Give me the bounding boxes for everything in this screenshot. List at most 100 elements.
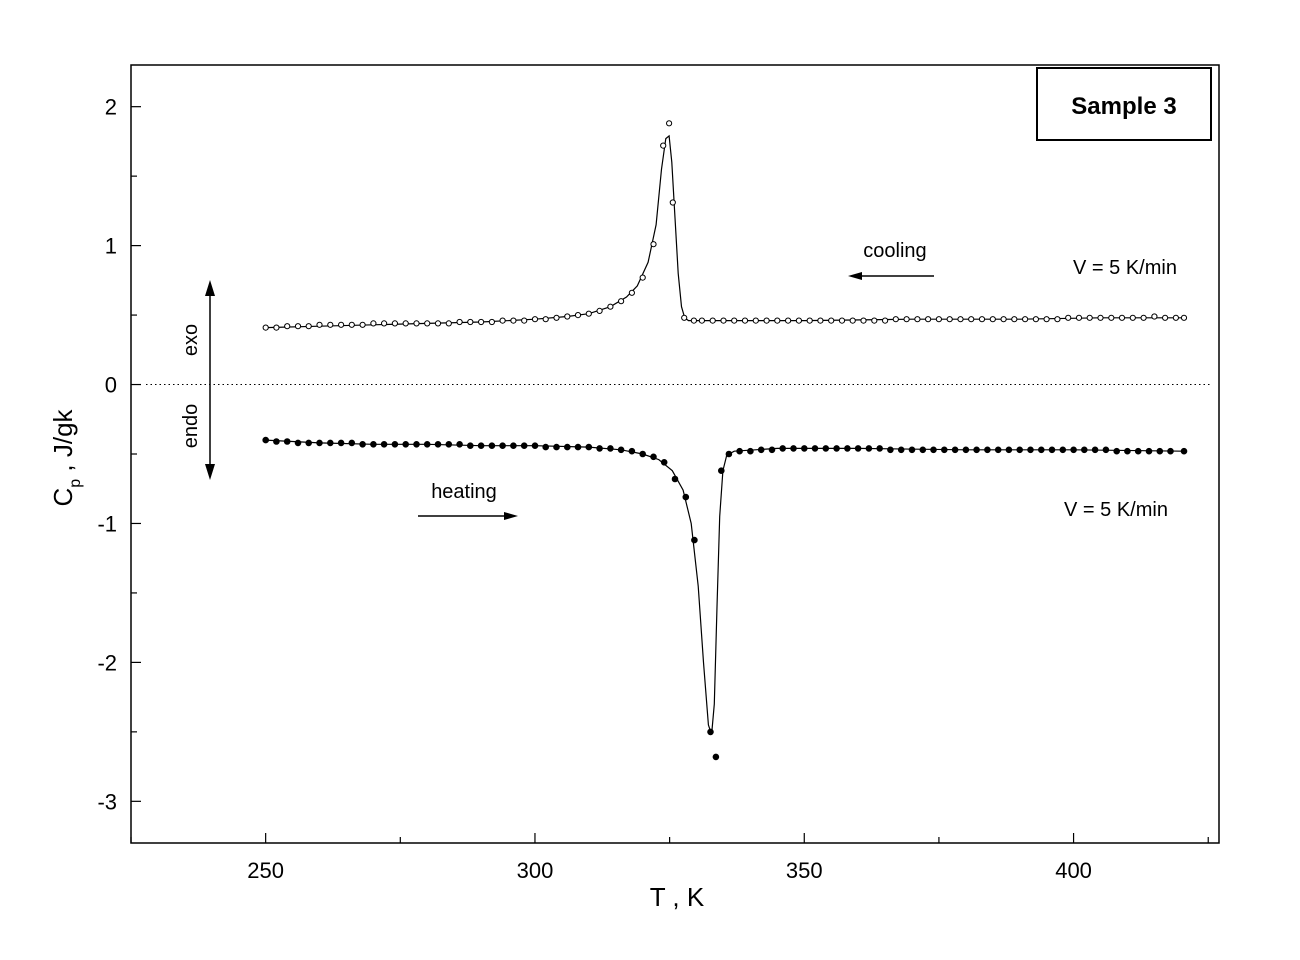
cooling-data-point	[1022, 316, 1029, 323]
heating-data-point	[1091, 446, 1099, 454]
cooling-data-point	[871, 317, 878, 324]
cooling-data-point	[284, 323, 291, 330]
cooling-data-point	[1043, 316, 1050, 323]
heating-data-point	[370, 441, 377, 448]
heating-data-point	[994, 446, 1002, 454]
cooling-data-point	[828, 317, 835, 324]
heating-data-point	[1156, 447, 1164, 455]
heating-data-point	[456, 441, 463, 448]
heating-data-point	[564, 443, 571, 451]
y-tick-label: -3	[97, 789, 117, 814]
cooling-data-point	[607, 303, 614, 310]
cooling-data-point	[849, 317, 856, 324]
y-tick-label: 2	[105, 95, 117, 120]
heating-data-point	[574, 443, 582, 451]
cooling-data-point	[1172, 314, 1180, 321]
cooling-data-point	[709, 317, 716, 324]
cooling-data-point	[1140, 314, 1147, 321]
cooling-data-point	[348, 321, 355, 328]
cooling-data-point	[338, 321, 345, 328]
cooling-data-point	[628, 289, 636, 296]
heating-data-point	[413, 441, 420, 448]
heating-data-point	[283, 438, 291, 445]
heating-data-point	[294, 439, 302, 447]
x-tick-label: 400	[1055, 858, 1092, 883]
cooling-data-point	[359, 321, 366, 328]
y-axis-title-main: C	[48, 488, 78, 507]
heating-data-point	[1027, 446, 1034, 454]
heating-data-point	[1145, 447, 1153, 455]
heating-data-point	[844, 445, 851, 452]
heating-data-point	[391, 441, 399, 448]
cooling-data-point	[510, 317, 517, 324]
cooling-data-point	[817, 317, 824, 324]
cooling-data-point	[1108, 314, 1115, 321]
cooling-data-point	[698, 317, 706, 324]
heating-data-point	[854, 445, 862, 452]
cooling-data-point	[690, 317, 698, 324]
cooling-data-point	[262, 324, 269, 331]
cooling-data-point	[903, 316, 910, 323]
heating-data-point	[984, 446, 991, 454]
heating-data-point	[445, 441, 453, 448]
x-axis-title: T , K	[650, 882, 705, 912]
cooling-data-point	[294, 323, 302, 330]
cooling-data-point	[596, 307, 603, 314]
cooling-data-point	[488, 318, 495, 326]
sample-label-box	[1036, 67, 1212, 141]
cooling-data-point	[681, 314, 688, 321]
heating-data-point	[423, 441, 431, 448]
heating-data-point	[327, 439, 334, 447]
cooling-rate-label: V = 5 K/min	[1073, 257, 1177, 279]
cooling-data-point	[564, 313, 571, 320]
cooling-data-point	[741, 317, 749, 324]
cooling-data-point	[882, 317, 889, 324]
cooling-data-point	[914, 316, 921, 323]
heating-data-point	[1005, 446, 1013, 454]
cooling-data-point	[305, 323, 312, 330]
heating-data-point	[790, 445, 797, 452]
heating-data-point	[639, 450, 647, 458]
cooling-data-point	[860, 317, 867, 324]
cooling-data-point	[1065, 314, 1072, 321]
axis-tick-labels: 250 300 350 400 -3 -2 -1 0 1 2	[97, 95, 1091, 883]
heating-data-point	[930, 446, 937, 454]
heating-data-point	[553, 443, 560, 451]
heating-data-point	[941, 446, 948, 454]
cooling-data-point	[1129, 314, 1136, 321]
cooling-data-point	[935, 316, 943, 323]
cooling-data-point	[763, 317, 770, 324]
cooling-data-point	[1000, 316, 1007, 323]
heating-data-point	[510, 442, 517, 450]
heating-data-point	[1180, 447, 1188, 455]
cooling-data-point	[957, 316, 964, 323]
heating-data-point	[520, 442, 528, 450]
cooling-data-point	[989, 316, 996, 323]
heating-data-point	[1059, 446, 1067, 454]
cooling-data-point	[553, 314, 560, 321]
cooling-data-point	[1162, 314, 1169, 321]
heating-data-point	[919, 446, 927, 454]
cooling-data-point	[978, 316, 986, 323]
cooling-data-point	[774, 317, 781, 324]
heating-data-point	[660, 459, 668, 466]
heating-data-point	[908, 446, 916, 454]
heating-data-point	[1081, 446, 1088, 454]
chart-title: Sample 3	[1071, 93, 1176, 120]
heating-data-point	[811, 445, 819, 452]
cooling-data-point	[650, 241, 657, 248]
heating-data-point	[337, 439, 345, 447]
heating-data-point	[1167, 447, 1174, 455]
cooling-data-point	[542, 316, 549, 323]
cooling-data-point	[752, 317, 759, 324]
heating-data-point	[1048, 446, 1056, 454]
exo-endo-arrow	[205, 280, 215, 480]
heating-data-point	[691, 536, 698, 544]
heating-data-point	[768, 446, 776, 454]
heating-data-point	[779, 445, 787, 452]
heating-data-point	[650, 453, 657, 461]
heating-data-point	[434, 441, 442, 448]
heating-data-point	[671, 475, 679, 483]
cooling-data-point	[838, 317, 846, 324]
